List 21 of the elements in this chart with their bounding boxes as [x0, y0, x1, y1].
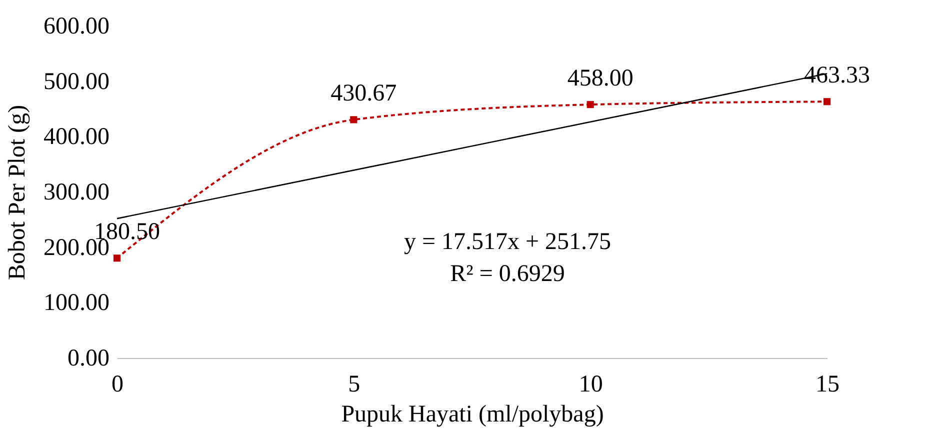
y-tick-label: 300.00 — [44, 180, 110, 206]
x-tick-label: 0 — [112, 372, 124, 398]
x-tick-label: 15 — [816, 372, 840, 398]
data-label: 463.33 — [804, 62, 870, 89]
y-tick-label: 100.00 — [44, 290, 110, 316]
x-tick-label: 10 — [578, 372, 603, 398]
y-tick-label: 0.00 — [68, 346, 110, 372]
y-axis-title: Bobot Per Plot (g) — [4, 104, 30, 280]
point — [350, 116, 358, 124]
data-label: 430.67 — [330, 80, 397, 107]
annotation: y = 17.517x + 251.75 — [404, 228, 612, 255]
data-label: 458.00 — [567, 66, 634, 92]
y-tick-label: 500.00 — [44, 68, 110, 95]
x-axis-title: Pupuk Hayati (ml/polybag) — [341, 402, 604, 428]
y-tick-label: 600.00 — [44, 14, 110, 40]
point — [113, 254, 121, 262]
y-tick-label: 400.00 — [44, 124, 110, 150]
point — [823, 98, 831, 106]
x-tick-label: 5 — [348, 372, 360, 398]
point — [586, 101, 594, 108]
annotation: R² = 0.6929 — [450, 260, 565, 287]
